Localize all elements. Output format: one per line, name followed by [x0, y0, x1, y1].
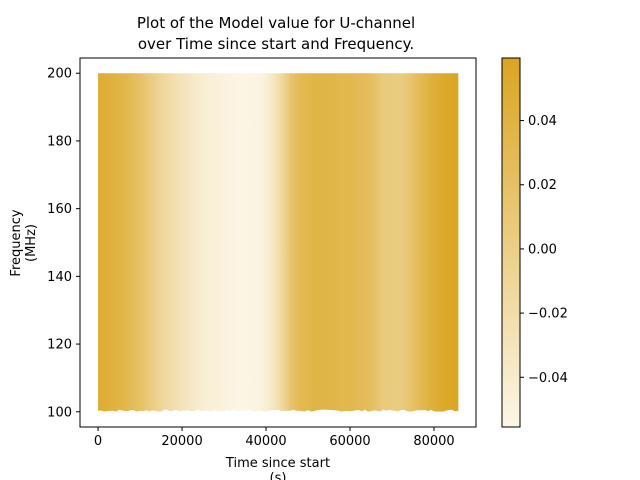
colorbar-tick-label: 0.04 — [528, 114, 557, 129]
x-axis: 0 20000 40000 60000 80000 — [94, 427, 455, 449]
plot-frame — [79, 57, 477, 428]
y-axis: 100 120 140 160 180 200 — [47, 67, 80, 420]
chart-title-line-2: over Time since start and Frequency. — [138, 35, 414, 53]
colorbar-axis: −0.04 −0.02 0.00 0.02 0.04 — [520, 114, 568, 386]
colorbar-tick-label: −0.04 — [528, 371, 568, 386]
y-axis-label-line-1: Frequency — [9, 209, 24, 276]
colorbar-tick-label: −0.02 — [528, 307, 568, 322]
y-tick-label: 180 — [47, 134, 72, 149]
colorbar-tick-label: 0.00 — [528, 242, 557, 257]
x-tick-label: 20000 — [161, 434, 202, 449]
colorbar-frame — [501, 57, 521, 428]
y-tick-label: 200 — [47, 67, 72, 82]
y-tick-label: 140 — [47, 270, 72, 285]
heatmap-field — [98, 73, 459, 412]
colorbar-gradient — [502, 58, 520, 427]
x-tick-label: 0 — [94, 434, 102, 449]
x-tick-label: 60000 — [329, 434, 370, 449]
plot-area — [79, 57, 477, 428]
x-tick-label: 40000 — [245, 434, 286, 449]
x-tick-label: 80000 — [413, 434, 454, 449]
x-axis-label-line-2: (s) — [270, 471, 287, 480]
y-tick-label: 100 — [47, 405, 72, 420]
x-axis-label-line-1: Time since start — [225, 456, 330, 471]
colorbar-tick-label: 0.02 — [528, 178, 557, 193]
heatmap-bottom-edge — [98, 409, 459, 414]
y-tick-label: 160 — [47, 202, 72, 217]
y-axis-label-line-2: (MHz) — [24, 224, 39, 262]
chart-title-line-1: Plot of the Model value for U-channel — [137, 14, 415, 32]
y-axis-label: Frequency (MHz) — [9, 209, 39, 276]
y-tick-label: 120 — [47, 338, 72, 353]
colorbar: −0.04 −0.02 0.00 0.02 0.04 — [501, 57, 568, 428]
